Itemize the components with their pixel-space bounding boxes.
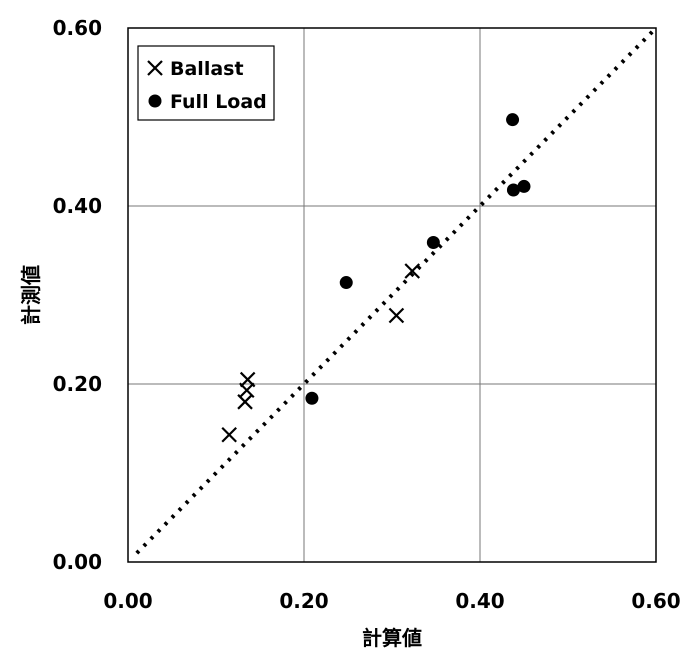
legend: Ballast Full Load — [137, 45, 275, 121]
y-tick-label: 0.60 — [53, 16, 102, 40]
data-point-full-load — [305, 391, 319, 405]
x-axis-title: 計算値 — [362, 626, 422, 650]
x-tick-label: 0.20 — [279, 589, 328, 613]
grid-layer — [128, 28, 656, 562]
data-point-ballast — [221, 426, 237, 443]
plot-frame — [127, 27, 657, 563]
legend-marker-full-load — [148, 94, 162, 108]
data-point-full-load — [517, 179, 531, 193]
legend-marker-ballast — [147, 60, 163, 76]
data-point-full-load — [339, 276, 353, 290]
x-tick-label: 0.00 — [103, 589, 152, 613]
legend-dot-icon — [148, 94, 162, 108]
data-point-ballast — [239, 371, 256, 388]
legend-label-full-load: Full Load — [170, 91, 267, 113]
x-tick-label: 0.40 — [455, 589, 504, 613]
points-layer — [221, 113, 531, 443]
data-point-ballast — [404, 263, 421, 279]
data-point-full-load — [426, 235, 440, 249]
y-tick-label: 0.20 — [53, 372, 102, 396]
y-tick-label: 0.00 — [53, 550, 102, 574]
x-tick-label: 0.60 — [631, 589, 680, 613]
y-tick-label: 0.40 — [53, 194, 102, 218]
legend-label-ballast: Ballast — [170, 58, 244, 80]
data-point-ballast — [388, 307, 405, 324]
legend-box — [137, 45, 275, 121]
data-point-full-load — [506, 183, 520, 197]
data-point-full-load — [506, 113, 520, 127]
y-axis-title: 計測値 — [19, 265, 43, 325]
tick-labels-layer: 0.00 0.20 0.40 0.60 0.00 0.20 0.40 0.60 — [53, 16, 681, 613]
legend-x-icon — [147, 60, 163, 76]
